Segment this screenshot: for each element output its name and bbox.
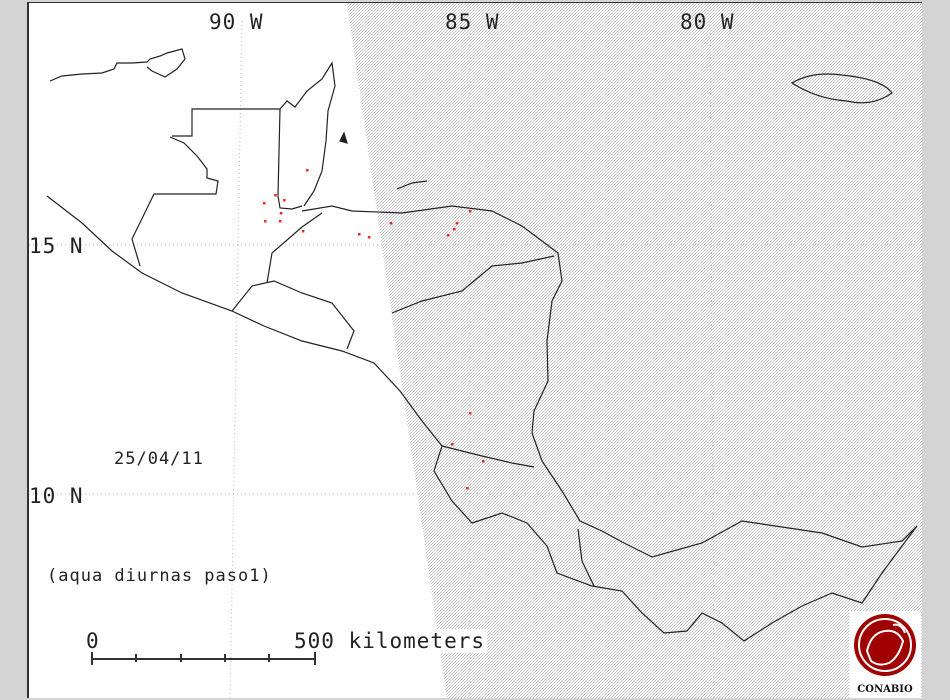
hotspot-point [283,199,286,202]
hotspot-point [262,202,266,205]
hotspot-point [389,222,393,225]
hotspot-layer [262,169,485,490]
date-label: 25/04/11 [114,449,204,469]
hotspot-point [274,194,277,197]
subtitle-label: (aqua diurnas paso1) [47,566,272,586]
hotspot-point [468,412,472,415]
conabio-emblem-icon [854,614,916,676]
hotspot-point [446,234,450,237]
hotspot-point [466,487,469,490]
hotspot-point [453,228,456,231]
lat-label-10n: 10 N [29,484,84,508]
hotspot-point [278,220,282,223]
map-panel: 90 W 85 W 80 W 15 N 10 N 25/04/11 (aqua … [27,2,922,698]
conabio-logo: CONABIO [849,611,921,698]
hotspot-point [358,233,361,236]
hotspot-point [279,212,283,215]
lon-label-90w: 90 W [209,10,264,34]
hotspot-point [455,222,459,225]
scale-start-label: 0 [86,629,100,653]
hotspot-point [468,210,472,213]
hotspot-point [482,460,485,463]
hotspot-point [301,230,305,233]
scale-end-label: 500 kilometers [294,629,488,653]
lon-label-85w: 85 W [445,10,500,34]
coastlines [46,48,918,642]
hotspot-point [451,443,454,446]
hotspot-point [306,169,309,172]
satellite-swath [347,3,922,698]
map-canvas [29,3,922,698]
lat-label-15n: 15 N [29,234,84,258]
logo-text: CONABIO [857,684,913,695]
lon-label-80w: 80 W [680,10,735,34]
graticule [29,20,922,698]
hotspot-point [263,220,267,223]
hotspot-point [367,236,371,239]
